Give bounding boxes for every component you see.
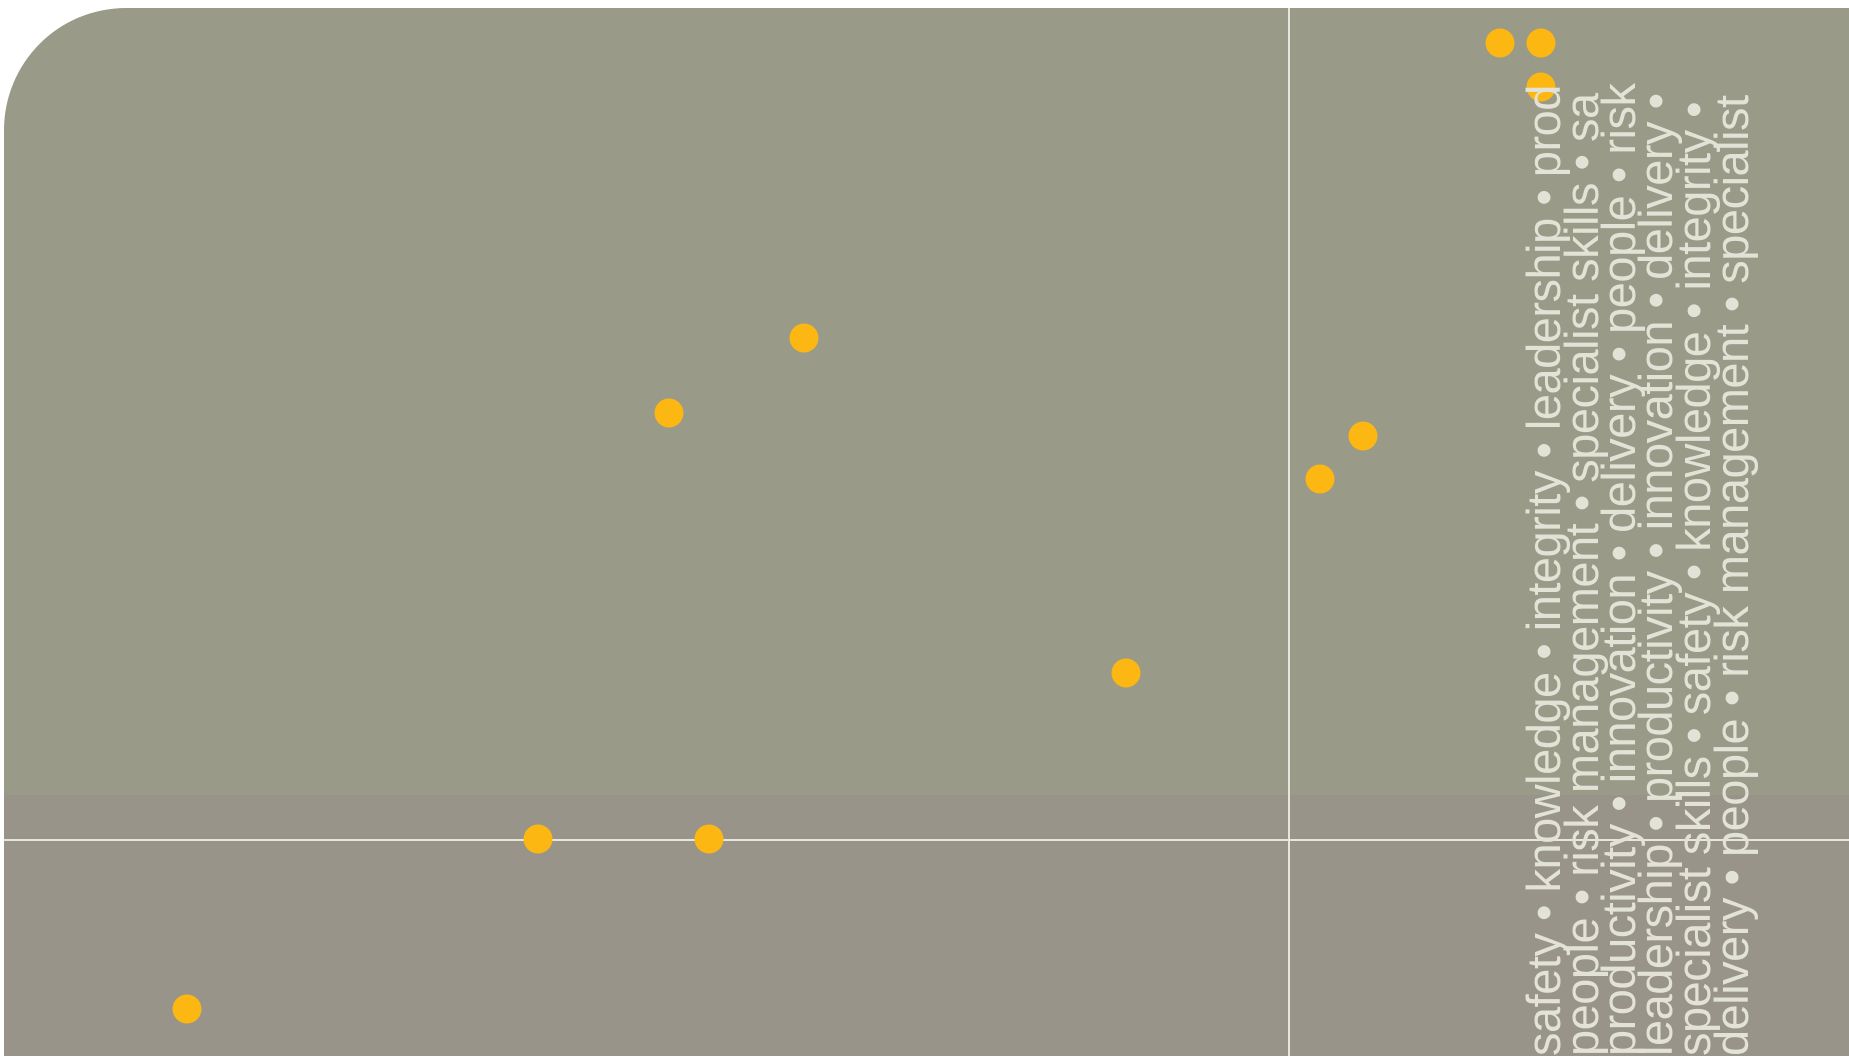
dot-4 xyxy=(789,323,819,353)
dot-5 xyxy=(654,398,684,428)
dot-10 xyxy=(694,824,724,854)
dot-1 xyxy=(1485,28,1515,58)
panel-upper xyxy=(4,8,1849,795)
dot-2 xyxy=(1526,28,1556,58)
dot-6 xyxy=(1348,421,1378,451)
dot-3 xyxy=(1526,72,1556,102)
dot-7 xyxy=(1305,464,1335,494)
dot-8 xyxy=(1111,658,1141,688)
dot-9 xyxy=(523,824,553,854)
dots-group xyxy=(172,28,1556,1024)
dot-11 xyxy=(172,994,202,1024)
panel-lower xyxy=(4,795,1849,1056)
